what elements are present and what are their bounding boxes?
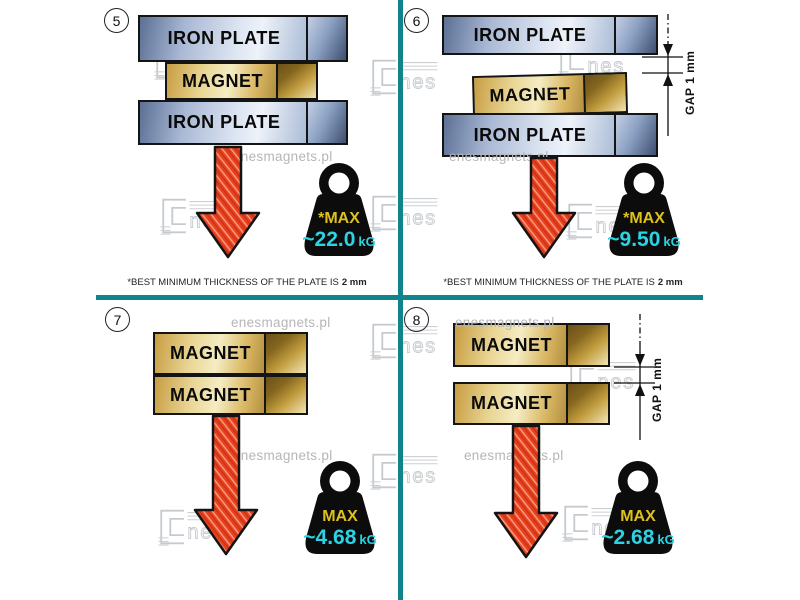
weight-kettlebell-icon: *MAX ~22.0 kG <box>302 163 376 256</box>
max-label: *MAX <box>318 210 360 227</box>
pull-force-arrow-icon <box>511 157 577 259</box>
footnote-panel-5: *BEST MINIMUM THICKNESS OF THE PLATE IS 2… <box>99 277 395 288</box>
enes-logo-icon: nes <box>370 59 438 96</box>
site-watermark: enesmagnets.pl <box>233 149 333 164</box>
plate-end-cap <box>306 102 346 143</box>
svg-text:nes: nes <box>399 208 437 230</box>
panel-8-magnet-bottom: MAGNET <box>453 382 610 425</box>
weight-value: ~4.68 <box>303 526 356 549</box>
magnet-label: MAGNET <box>471 334 552 355</box>
weight-kettlebell-icon: MAX ~2.68 kG <box>601 461 675 554</box>
enes-logo-icon: nes <box>370 195 438 232</box>
panel-7-magnet-bottom: MAGNET <box>153 375 308 415</box>
panel-8-magnet-top: MAGNET <box>453 323 610 367</box>
divider-vertical <box>398 0 403 600</box>
magnet-label: MAGNET <box>170 343 251 363</box>
pull-force-arrow-icon <box>195 145 261 259</box>
magnet-label: MAGNET <box>182 70 263 91</box>
site-watermark: enesmagnets.pl <box>455 315 555 330</box>
weight-value: ~22.0 <box>302 228 355 251</box>
panel-5-magnet: MAGNET <box>165 62 318 100</box>
panel-7-number: 7 <box>105 307 130 332</box>
magnet-label: MAGNET <box>489 83 571 106</box>
weight-kettlebell-icon: *MAX ~9.50 kG <box>607 163 681 256</box>
panel-6-iron-plate-bottom: IRON PLATE <box>442 113 658 157</box>
max-label: MAX <box>620 508 656 525</box>
magnet-label: MAGNET <box>471 393 552 413</box>
pull-force-arrow-icon <box>193 415 259 556</box>
gap-dimension-line <box>614 314 655 440</box>
magnet-end-cap <box>582 74 626 113</box>
footnote-text: *BEST MINIMUM THICKNESS OF THE PLATE IS <box>443 277 655 288</box>
enes-logo-watermark: nes <box>368 58 440 101</box>
footnote-panel-6: *BEST MINIMUM THICKNESS OF THE PLATE IS 2… <box>413 277 713 288</box>
iron-plate-label: IRON PLATE <box>473 124 587 145</box>
plate-end-cap <box>614 115 656 155</box>
magnet-end-cap <box>264 334 306 373</box>
plate-end-cap <box>614 17 656 53</box>
panel-6-magnet: MAGNET <box>471 72 628 118</box>
site-watermark: enesmagnets.pl <box>449 149 549 164</box>
gap-label: GAP 1 mm <box>683 50 697 116</box>
enes-logo-watermark: nes <box>368 194 440 237</box>
magnet-end-cap <box>566 325 608 365</box>
weight-kettlebell-icon: MAX ~4.68 kG <box>303 461 377 554</box>
site-watermark: enesmagnets.pl <box>233 448 333 463</box>
enes-logo-watermark: nes <box>368 322 440 365</box>
weight-unit: kG <box>663 234 680 249</box>
pull-force-arrow-icon <box>493 425 559 559</box>
enes-logo-icon: nes <box>370 323 438 360</box>
magnet-end-cap <box>566 384 608 423</box>
site-watermark: enesmagnets.pl <box>231 315 331 330</box>
magnet-label: MAGNET <box>170 384 251 405</box>
panel-7-magnet-top: MAGNET <box>153 332 308 375</box>
plate-end-cap <box>306 17 346 60</box>
iron-plate-label: IRON PLATE <box>167 28 281 48</box>
weight-unit: kG <box>359 532 376 547</box>
weight-unit: kG <box>358 234 375 249</box>
svg-text:nes: nes <box>399 72 437 94</box>
footnote-text: *BEST MINIMUM THICKNESS OF THE PLATE IS <box>127 277 339 288</box>
panel-5-number: 5 <box>104 8 129 33</box>
footnote-bold: 2 mm <box>657 277 683 288</box>
panel-6-number: 6 <box>404 8 429 33</box>
weight-value: ~2.68 <box>601 526 654 549</box>
svg-text:nes: nes <box>399 336 437 358</box>
panel-6-iron-plate-top: IRON PLATE <box>442 15 658 55</box>
iron-plate-label: IRON PLATE <box>167 112 281 132</box>
weight-unit: kG <box>657 532 674 547</box>
magnet-end-cap <box>276 64 316 98</box>
enes-logo-watermark: nes <box>368 452 440 495</box>
panel-5-iron-plate-bottom: IRON PLATE <box>138 100 348 145</box>
divider-horizontal <box>96 295 703 300</box>
svg-text:nes: nes <box>399 466 437 488</box>
iron-plate-label: IRON PLATE <box>473 24 587 45</box>
magnet-end-cap <box>264 377 306 413</box>
panel-5-iron-plate-top: IRON PLATE <box>138 15 348 62</box>
max-label: MAX <box>322 508 358 525</box>
footnote-bold: 2 mm <box>341 277 367 288</box>
max-label: *MAX <box>623 210 665 227</box>
weight-value: ~9.50 <box>607 228 660 251</box>
enes-logo-icon: nes <box>370 453 438 490</box>
gap-label: GAP 1 mm <box>650 357 664 423</box>
svg-text:~22.0kG: ~22.0 kG <box>302 228 375 251</box>
gap-dimension-line <box>642 14 683 136</box>
panel-8-number: 8 <box>404 307 429 332</box>
